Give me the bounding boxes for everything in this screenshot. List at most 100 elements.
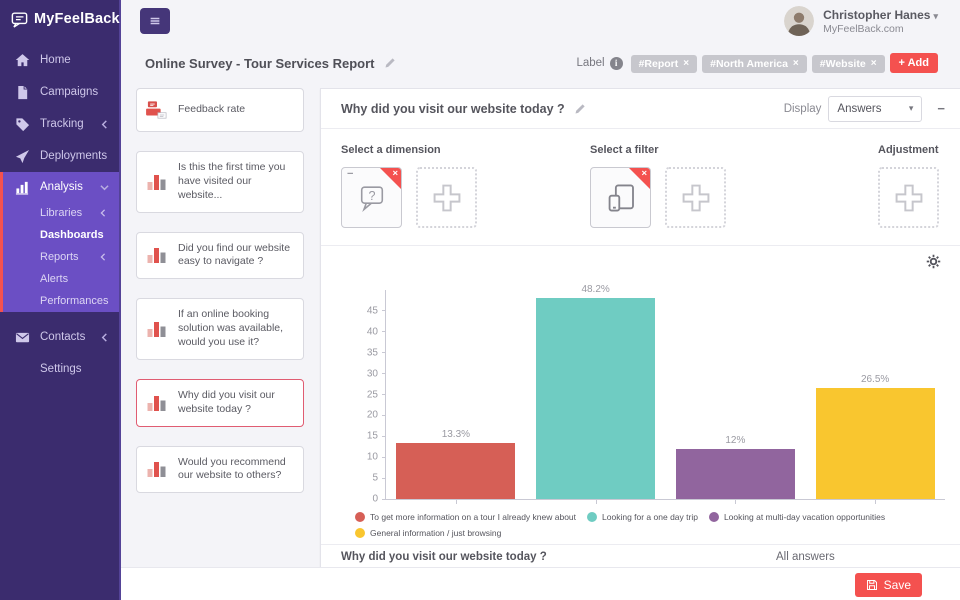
filter-group: Select a filter ×: [590, 144, 726, 228]
label-tag-report: #Report ×: [630, 54, 698, 73]
sidebar-item-label: Tracking: [40, 118, 84, 130]
y-axis-tick-mark: [382, 394, 386, 395]
chevron-left-icon: [100, 332, 109, 342]
save-button[interactable]: Save: [854, 573, 922, 597]
sidebar-item-analysis[interactable]: Analysis: [3, 172, 119, 202]
analysis-icon: [15, 180, 30, 195]
sidebar-item-contacts[interactable]: Contacts: [0, 321, 119, 353]
dimension-question-card[interactable]: − ? ×: [341, 167, 402, 228]
legend-label: To get more information on a tour I alre…: [370, 512, 577, 522]
avatar: [784, 6, 815, 36]
main-area: Christopher Hanes ▾ MyFeelBack.com Online…: [121, 0, 960, 600]
remove-tag-icon[interactable]: ×: [683, 58, 690, 69]
sidebar-subitem-label: Performances: [40, 295, 109, 307]
x-axis-tick-mark: [595, 500, 597, 504]
question-card-would-you-recommend-our-website-to-other[interactable]: Would you recommend our website to other…: [136, 445, 304, 494]
y-axis-tick-label: 0: [372, 493, 378, 505]
user-organization: MyFeelBack.com: [823, 22, 904, 35]
filter-device-card[interactable]: ×: [590, 167, 651, 228]
question-card-if-an-online-booking-solution-was-availa[interactable]: If an online booking solution was availa…: [136, 298, 304, 360]
y-axis-tick-label: 25: [366, 389, 378, 400]
sidebar-item-settings[interactable]: Settings: [0, 353, 119, 385]
y-axis-tick-mark: [382, 414, 386, 416]
hamburger-icon: [148, 14, 162, 28]
chart-settings-gear-icon[interactable]: [926, 254, 941, 269]
adjustment-group-label: Adjustment: [878, 144, 939, 156]
add-adjustment-card[interactable]: [878, 167, 939, 228]
legend-dot-icon: [355, 528, 365, 538]
bar-slot: 26.5%: [805, 290, 945, 504]
add-dimension-card[interactable]: [416, 167, 477, 228]
sidebar-subitem-reports[interactable]: Reports: [3, 246, 119, 268]
sidebar-subitem-libraries[interactable]: Libraries: [3, 202, 119, 224]
display-label: Display: [783, 102, 822, 115]
dimension-group-label: Select a dimension: [341, 144, 441, 156]
label-tag-text: #North America: [710, 57, 788, 70]
bar-chart-icon: [145, 459, 169, 479]
y-axis-tick-mark: [382, 310, 386, 312]
remove-filter-icon[interactable]: ×: [641, 168, 647, 179]
caret-down-icon: ▾: [933, 10, 938, 21]
sidebar-subitem-performances[interactable]: Performances: [3, 290, 119, 312]
question-card-is-this-the-first-time-you-have-visited-[interactable]: Is this the first time you have visited …: [136, 151, 304, 213]
remove-tag-icon[interactable]: ×: [792, 58, 799, 69]
user-avatar-image: [784, 6, 815, 36]
page-title: Online Survey - Tour Services Report: [145, 55, 375, 71]
question-card-title: If an online booking solution was availa…: [178, 308, 284, 349]
sidebar-subitem-dashboards[interactable]: Dashboards: [3, 224, 119, 246]
sidebar-toggle-button[interactable]: [140, 8, 170, 34]
remove-tag-icon[interactable]: ×: [870, 58, 877, 69]
display-mode-select[interactable]: Answers ▾: [828, 95, 923, 122]
x-axis-tick-mark: [875, 500, 877, 504]
collapse-widget-button[interactable]: −: [937, 101, 945, 116]
question-card-why-did-you-visit-our-website-today[interactable]: Why did you visit our website today ?: [136, 378, 304, 427]
y-axis-tick-mark: [382, 435, 386, 437]
add-label-button[interactable]: + Add: [889, 53, 938, 73]
edit-widget-pencil-icon[interactable]: [574, 103, 586, 115]
tag-icon: [15, 117, 30, 132]
sidebar-item-label: Analysis: [40, 181, 83, 193]
user-menu[interactable]: Christopher Hanes ▾ MyFeelBack.com: [784, 6, 938, 36]
question-card-title: Why did you visit our website today ?: [178, 388, 275, 415]
bar-general-information-just-brows: [815, 388, 935, 499]
sidebar-subitem-label: Reports: [40, 251, 79, 263]
bar-slot: 12%: [666, 290, 806, 504]
bar-looking-at-multi-day-vacation-: [675, 448, 795, 499]
chevron-down-icon: [100, 183, 109, 192]
panel-header: Why did you visit our website today ? Di…: [321, 89, 960, 129]
myfeelback-logo-icon: [10, 10, 29, 29]
bar-value-label: 48.2%: [581, 283, 610, 295]
contacts-icon: [15, 330, 30, 345]
sidebar-item-deployments[interactable]: Deployments: [0, 140, 119, 172]
sidebar-item-label: Contacts: [40, 331, 86, 343]
sidebar-item-tracking[interactable]: Tracking: [0, 108, 119, 140]
question-card-did-you-find-our-website-easy-to-navigat[interactable]: Did you find our website easy to navigat…: [136, 231, 304, 280]
bar-chart-icon: [145, 319, 169, 339]
deployments-icon: [15, 149, 30, 164]
edit-title-pencil-icon[interactable]: [384, 57, 396, 69]
minimize-icon[interactable]: −: [347, 168, 354, 180]
title-row: Online Survey - Tour Services Report Lab…: [121, 44, 960, 83]
bar-slot: 48.2%: [526, 284, 666, 504]
plus-icon: [679, 181, 713, 215]
sidebar-item-home[interactable]: Home: [0, 44, 119, 76]
sidebar-item-campaigns[interactable]: Campaigns: [0, 76, 119, 108]
question-card-title: Is this the first time you have visited …: [178, 161, 286, 201]
legend-dot-icon: [355, 512, 365, 522]
bottom-question-text: Why did you visit our website today ?: [341, 551, 547, 563]
legend-dot-icon: [708, 512, 719, 522]
label-tag-text: #Report: [638, 57, 679, 70]
y-axis-tick-label: 20: [366, 409, 378, 421]
info-icon[interactable]: i: [609, 56, 623, 70]
label-tags: #Report × #North America × #Website ×: [630, 54, 890, 73]
logo[interactable]: MyFeelBack: [0, 0, 120, 38]
bar-to-get-more-information-on-a-t: [396, 443, 516, 499]
bar-value-label: 26.5%: [860, 374, 890, 386]
campaigns-icon: [15, 85, 30, 100]
floppy-save-icon: [866, 579, 878, 591]
y-axis-tick-label: 5: [372, 472, 378, 484]
add-filter-card[interactable]: [665, 167, 726, 228]
question-card-feedback-rate[interactable]: Feedback rate: [136, 88, 304, 132]
remove-dimension-icon[interactable]: ×: [392, 168, 398, 179]
sidebar-subitem-alerts[interactable]: Alerts: [3, 268, 119, 290]
